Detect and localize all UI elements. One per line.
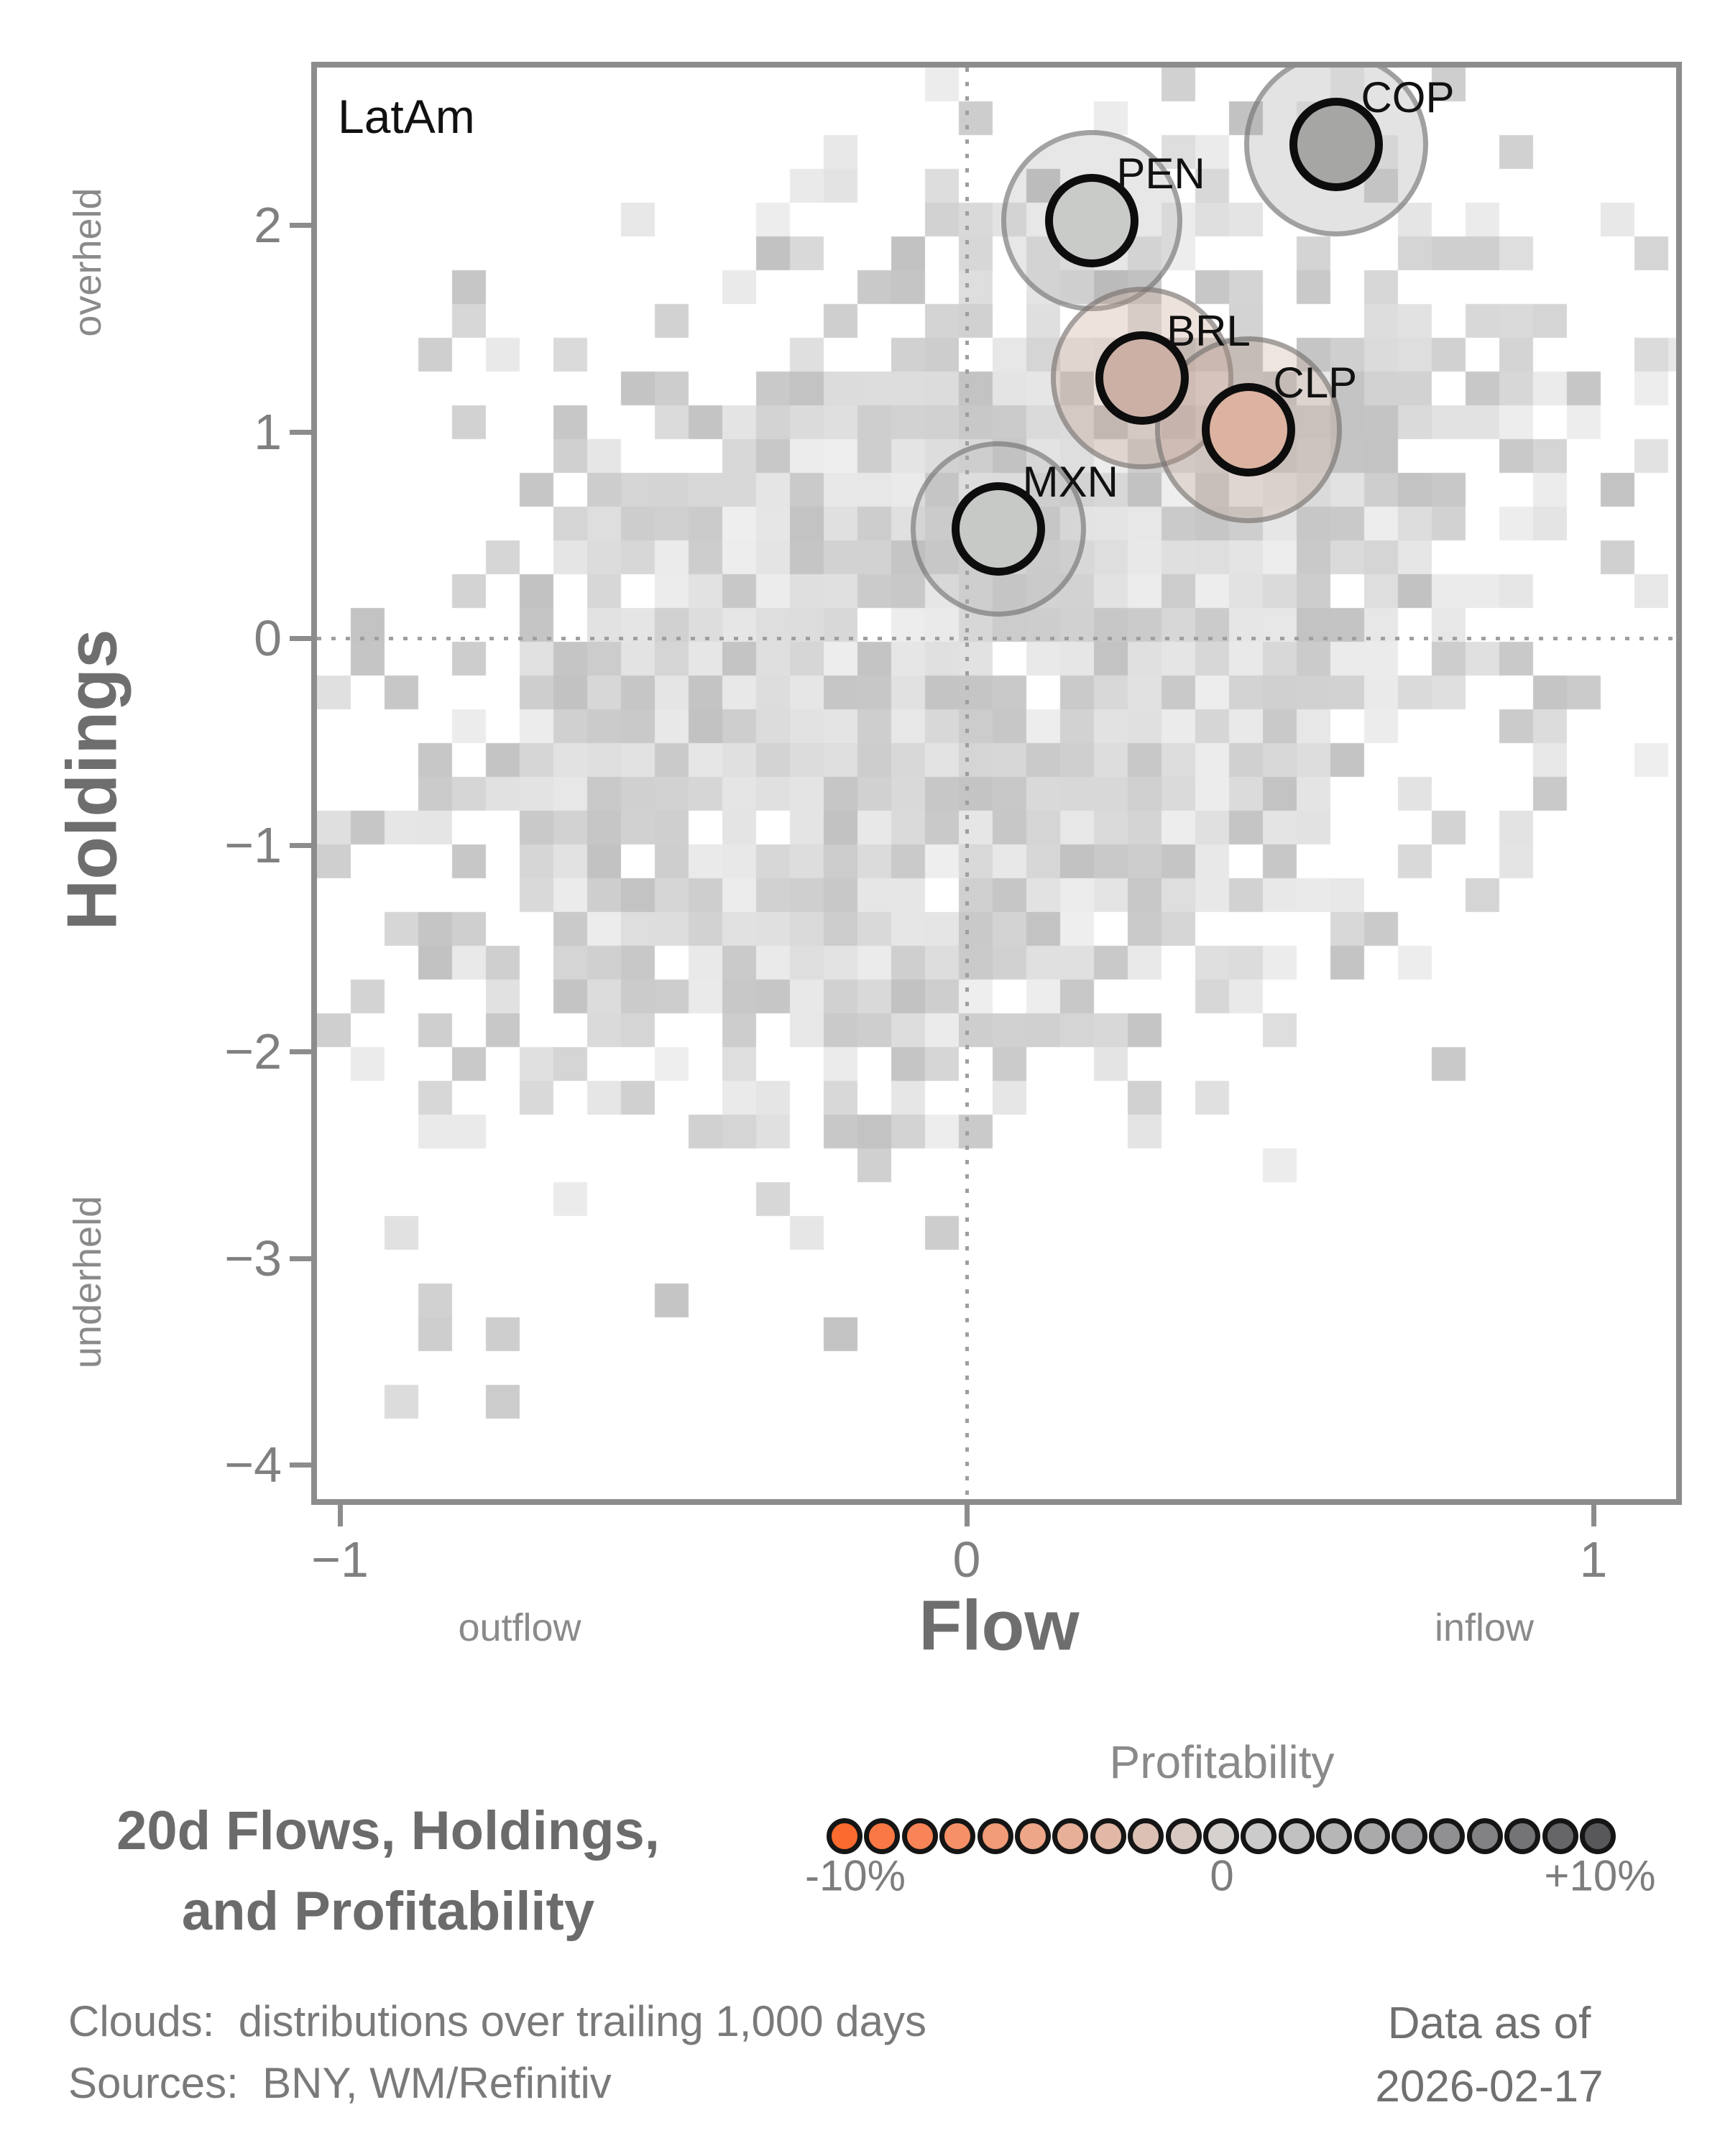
chart-title: 20d Flows, Holdings, and Profitability — [65, 1791, 712, 1952]
point-label-brl: BRL — [1167, 306, 1251, 355]
footnote-sources: Sources: BNY, WM/Refinitiv — [68, 2059, 612, 2107]
x-tick-label: 1 — [1579, 1531, 1608, 1588]
y-tick-mark — [290, 429, 311, 435]
legend-title: Profitability — [1109, 1736, 1335, 1788]
legend-min-label: -10% — [804, 1851, 906, 1900]
legend-swatch-11 — [1241, 1818, 1277, 1854]
zero-line-vertical — [965, 68, 969, 1499]
x-tick-mark — [1591, 1505, 1596, 1526]
legend-swatch-15 — [1392, 1818, 1427, 1854]
data-point-mxn — [951, 482, 1045, 576]
legend-swatch-6 — [1052, 1818, 1089, 1854]
legend-swatch-20 — [1580, 1818, 1616, 1854]
point-label-clp: CLP — [1273, 358, 1358, 407]
data-point-clp — [1202, 382, 1296, 476]
point-label-pen: PEN — [1116, 149, 1205, 198]
y-axis-annotation-overheld: overheld — [66, 188, 109, 337]
y-tick-label: 0 — [254, 610, 282, 666]
point-label-cop: COP — [1361, 73, 1455, 121]
y-tick-mark — [290, 1462, 311, 1468]
data-point-cop — [1289, 97, 1384, 191]
legend-mid-label: 0 — [1210, 1851, 1234, 1900]
cloud-halo-mxn — [910, 441, 1086, 617]
plot-area: COP PEN BRL CLP MXN LatAm — [311, 62, 1682, 1505]
distribution-cloud-canvas — [317, 68, 1676, 1499]
legend-swatch-8 — [1128, 1818, 1164, 1854]
legend-swatch-14 — [1353, 1818, 1390, 1854]
data-as-of-label: Data as of — [1387, 1999, 1591, 2048]
y-axis-title: Holdings — [52, 629, 132, 931]
legend-swatch-1 — [864, 1818, 901, 1854]
x-tick-mark — [965, 1505, 970, 1526]
y-tick-label: 1 — [254, 403, 282, 460]
zero-line-horizontal — [317, 637, 1676, 640]
y-tick-label: −4 — [224, 1437, 282, 1493]
point-label-mxn: MXN — [1022, 457, 1118, 506]
chart-title-line1: 20d Flows, Holdings, — [116, 1800, 660, 1861]
legend-swatch-17 — [1466, 1818, 1503, 1854]
legend-swatch-10 — [1203, 1818, 1239, 1854]
y-tick-mark — [290, 223, 311, 228]
legend-swatch-19 — [1542, 1818, 1578, 1854]
data-point-brl — [1095, 331, 1190, 425]
legend-swatch-0 — [827, 1818, 862, 1854]
region-label: LatAm — [338, 90, 475, 143]
legend-swatch-2 — [901, 1818, 938, 1854]
chart-title-line2: and Profitability — [181, 1881, 595, 1942]
legend-swatch-13 — [1316, 1818, 1353, 1854]
data-as-of-date: 2026-02-17 — [1375, 2062, 1604, 2111]
legend-swatch-9 — [1165, 1818, 1202, 1854]
data-point-pen — [1045, 174, 1139, 268]
y-tick-label: −2 — [224, 1023, 282, 1079]
legend-swatch-16 — [1429, 1818, 1466, 1854]
x-axis-annotation-inflow: inflow — [1434, 1606, 1535, 1649]
legend-swatch-12 — [1278, 1818, 1315, 1854]
legend-swatch-7 — [1090, 1818, 1126, 1854]
y-tick-label: −1 — [224, 816, 282, 873]
legend-swatch-5 — [1015, 1818, 1051, 1854]
legend-swatch-3 — [939, 1818, 976, 1854]
y-axis-annotation-underheld: underheld — [66, 1195, 109, 1369]
y-tick-mark — [290, 1049, 311, 1054]
y-tick-mark — [290, 1256, 311, 1261]
footnote-clouds: Clouds: distributions over trailing 1,00… — [68, 1997, 926, 2045]
y-tick-label: 2 — [254, 197, 282, 253]
x-axis-annotation-outflow: outflow — [458, 1606, 581, 1649]
x-axis-title: Flow — [919, 1585, 1080, 1665]
y-tick-mark — [290, 636, 311, 641]
data-as-of: Data as of 2026-02-17 — [1346, 1992, 1633, 2119]
y-tick-label: −3 — [224, 1230, 282, 1286]
x-tick-label: −1 — [311, 1531, 369, 1588]
legend-swatch-4 — [977, 1818, 1013, 1854]
x-tick-label: 0 — [952, 1531, 981, 1588]
y-tick-mark — [290, 842, 311, 848]
x-tick-mark — [338, 1505, 343, 1526]
legend-max-label: +10% — [1544, 1851, 1656, 1900]
legend-swatch-18 — [1504, 1818, 1541, 1854]
